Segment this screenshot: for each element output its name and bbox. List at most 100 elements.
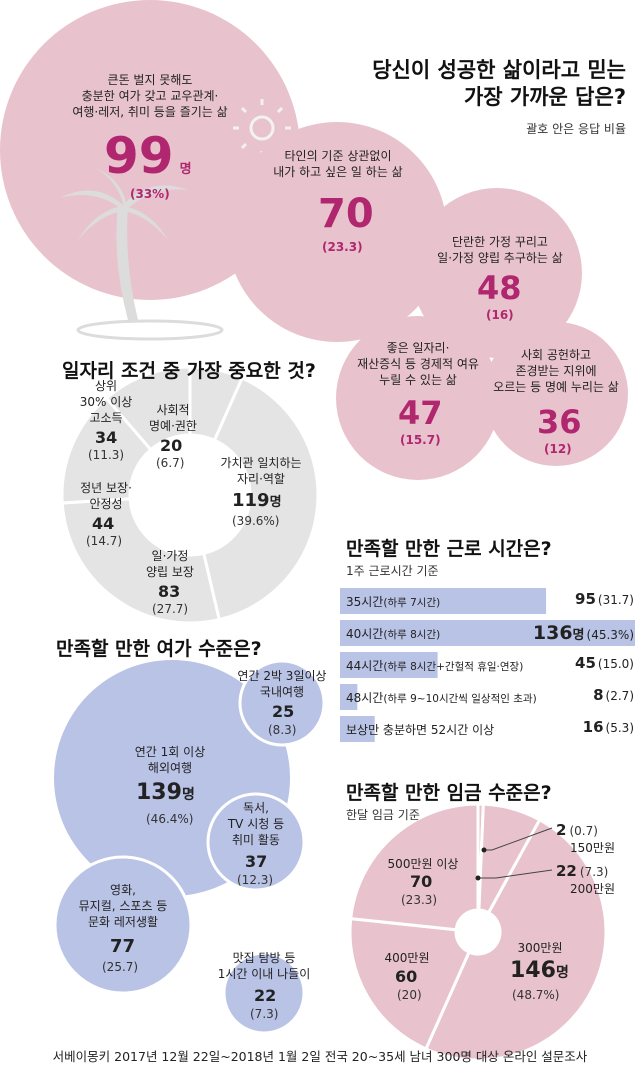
label-leisure-life: 큰돈 벌지 못해도 충분한 여가 갖고 교우관계· 여행·레저, 취미 등을 즐기는… <box>72 73 228 119</box>
bar-value-hours-0: 95 (31.7) <box>575 590 634 608</box>
label-own-way-life: 타인의 기준 상관없이 내가 하고 싶은 일 하는 삶 <box>273 149 403 179</box>
bar-value-pct: (5.3) <box>605 721 634 735</box>
bar-label-note: (하루 8시간) <box>383 629 441 641</box>
bar-value-hours-2: 45 (15.0) <box>575 654 634 672</box>
bubble-economic-life <box>336 316 500 480</box>
label-wage-300: 300만원 <box>517 941 563 955</box>
label-value-match: 가치관 일치하는 자리·역할 <box>220 456 302 486</box>
success-subtitle: 괄호 안은 응답 비율 <box>526 122 626 136</box>
value-job-security: 44 <box>92 514 115 533</box>
value-wage-300: 146명 <box>510 958 569 983</box>
job-condition-title: 일자리 조건 중 가장 중요한 것? <box>62 360 316 382</box>
pct-family-life: (16) <box>486 308 514 322</box>
slice-work-life <box>60 497 222 625</box>
bubble-own-way-life <box>227 122 447 342</box>
bar-label-note: (하루 9~10시간씩 일상적인 초과) <box>383 693 537 705</box>
bar-value-pct: (15.0) <box>597 657 634 671</box>
label-wage-400: 400만원 <box>384 951 430 965</box>
label-economic-life: 좋은 일자리· 재산증식 등 경제적 여유 누릴 수 있는 삶 <box>357 341 479 387</box>
value-domestic-trip: 25 <box>272 702 295 721</box>
work-hours-bars <box>340 588 635 742</box>
pct-outing: (7.3) <box>250 1007 279 1021</box>
bar-label-note: (하루 7시간) <box>383 597 441 609</box>
pct-job-security: (14.7) <box>86 534 123 548</box>
label-domestic-trip: 연간 2박 3일이상 국내여행 <box>237 669 327 699</box>
bubble-leisure-life <box>0 0 300 300</box>
value-culture-leisure: 77 <box>110 936 136 957</box>
bar-value-number: 136 <box>532 622 573 644</box>
label-high-income: 상위 30% 이상 고소득 <box>79 379 133 425</box>
slice-wage-500 <box>349 802 480 932</box>
bar-value-unit: 명 <box>572 628 585 643</box>
bubble-culture-leisure <box>53 855 193 995</box>
slice-wage-400 <box>348 916 472 1051</box>
pct-social-honor: (6.7) <box>156 456 185 470</box>
value-outing: 22 <box>254 986 277 1005</box>
pct-economic-life: (15.7) <box>400 433 441 447</box>
bar-value-pct: (31.7) <box>597 593 634 607</box>
work-hours-subtitle: 1주 근로시간 기준 <box>346 564 439 578</box>
bubble-honor-life <box>484 322 628 466</box>
value-work-life: 83 <box>158 582 181 601</box>
label-wage-200: 200만원 <box>570 882 615 896</box>
slice-social-honor <box>188 365 245 443</box>
success-bubbles <box>0 0 628 480</box>
leader-line-wage-200-dot <box>475 875 481 881</box>
pct-culture-leisure: (25.7) <box>102 960 139 974</box>
wage-title: 만족할 만한 임금 수준은? <box>346 782 552 804</box>
label-social-honor: 사회적 명예·권한 <box>149 403 197 433</box>
pct-value-match: (39.6%) <box>232 514 280 528</box>
bubble-outing <box>222 951 306 1035</box>
bar-hours-3 <box>340 684 358 710</box>
value-high-income: 34 <box>95 428 118 447</box>
label-hobby: 독서, TV 시청 등 취미 활동 <box>227 801 285 847</box>
label-overseas-trip: 연간 1회 이상 해외여행 <box>134 745 206 775</box>
bubble-domestic-trip <box>238 659 326 747</box>
bar-hours-0 <box>340 588 547 614</box>
label-wage-150: 150만원 <box>570 841 615 855</box>
bar-label-hours-0: 35시간(하루 7시간) <box>346 593 440 610</box>
success-title: 당신이 성공한 삶이라고 믿는 가장 가까운 답은? <box>372 58 626 109</box>
work-hours-title: 만족할 만한 근로 시간은? <box>346 538 552 560</box>
label-honor-life: 사회 공헌하고 존경받는 지위에 오르는 등 명예 누리는 삶 <box>493 348 619 394</box>
bar-label-hours-3: 48시간(하루 9~10시간씩 일상적인 초과) <box>346 689 537 706</box>
value-social-honor: 20 <box>160 436 183 455</box>
pct-wage-300: (48.7%) <box>512 988 560 1002</box>
value-leisure-life: 99 명 <box>104 127 192 185</box>
bar-value-hours-4: 16 (5.3) <box>583 718 634 736</box>
pct-wage-500: (23.3) <box>401 893 438 907</box>
bar-label-main: 보상만 충분하면 52시간 이상 <box>346 723 495 737</box>
footer-source: 서베이몽키 2017년 12월 22일~2018년 1월 2일 전국 20~35… <box>52 1049 588 1064</box>
bar-value-number: 95 <box>575 590 596 608</box>
value-wage-150: 2 (0.7) <box>556 821 598 839</box>
bar-label-main: 44시간 <box>346 659 384 673</box>
value-family-life: 48 <box>477 269 522 307</box>
pct-honor-life: (12) <box>544 442 572 456</box>
pct-wage-400: (20) <box>397 988 422 1002</box>
slice-wage-300 <box>423 817 608 1062</box>
value-value-match: 119명 <box>232 490 282 511</box>
leader-line-wage-150-dot <box>481 847 487 853</box>
value-own-way-life: 70 <box>318 191 374 237</box>
bar-value-number: 8 <box>593 686 604 704</box>
bar-hours-2 <box>340 652 438 678</box>
bar-value-hours-1: 136명 (45.3%) <box>533 622 634 644</box>
bar-label-main: 40시간 <box>346 627 384 641</box>
bar-label-hours-1: 40시간(하루 8시간) <box>346 625 440 642</box>
value-wage-500: 70 <box>410 872 433 891</box>
bar-value-hours-3: 8 (2.7) <box>593 686 634 704</box>
value-economic-life: 47 <box>398 394 443 432</box>
bar-label-note: (하루 8시간+간헐적 휴일·연장) <box>383 661 524 673</box>
pct-work-life: (27.7) <box>152 602 189 616</box>
bar-label-main: 35시간 <box>346 595 384 609</box>
pct-domestic-trip: (8.3) <box>268 723 297 737</box>
value-overseas-trip: 139명 <box>136 780 195 805</box>
label-culture-leisure: 영화, 뮤지컬, 스포츠 등 문화 레저생활 <box>78 883 168 929</box>
pct-hobby: (12.3) <box>237 873 274 887</box>
bar-value-pct: (45.3%) <box>586 628 634 642</box>
wage-subtitle: 한달 임금 기준 <box>346 808 420 822</box>
leisure-bubbles <box>53 659 326 1035</box>
bar-hours-4 <box>340 716 375 742</box>
label-wage-500: 500만원 이상 <box>387 857 459 871</box>
